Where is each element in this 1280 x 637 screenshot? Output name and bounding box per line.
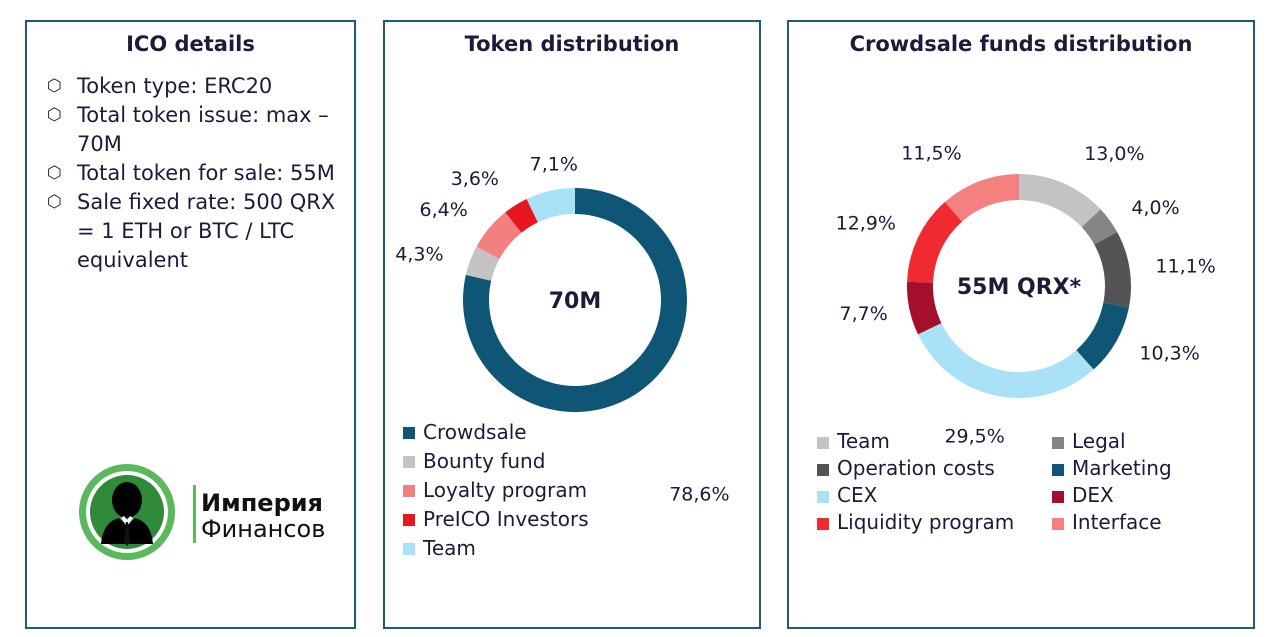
legend-label: Team (423, 536, 476, 560)
legend-item: DEX (1052, 482, 1247, 509)
donut-slice-interface (944, 174, 1019, 222)
slice-value-label: 78,6% (669, 483, 729, 505)
slice-value-label: 11,1% (1155, 255, 1215, 277)
legend-label: Liquidity program (837, 510, 1015, 534)
legend-item: Team (817, 428, 1052, 455)
legend-label: Marketing (1072, 456, 1172, 480)
legend-label: Legal (1072, 429, 1126, 453)
legend-item: Bounty fund (403, 447, 589, 476)
hexagon-bullet-icon: ⬡ (47, 76, 62, 96)
ico-detail-text: Total token for sale: 55M (77, 161, 335, 185)
slice-value-label: 7,1% (530, 153, 578, 175)
legend-swatch (403, 427, 415, 439)
legend-swatch (1052, 491, 1064, 503)
donut-center-label: 70M (549, 289, 602, 314)
slice-value-label: 4,3% (395, 243, 443, 265)
logo-divider (193, 485, 196, 543)
ico-details-title: ICO details (126, 32, 255, 56)
slice-value-label: 11,5% (901, 143, 961, 165)
crowdsale-funds-chart: 13,0% 4,0% 11,1% 10,3% 29,5% 7,7% 12,9% 11,5% 55… (836, 143, 1216, 448)
ico-details-panel: ICO details ⬡ Token type: ERC20 ⬡ Total tok… (25, 20, 356, 629)
slice-value-label: 29,5% (944, 425, 1004, 447)
slice-value-label: 3,6% (451, 168, 499, 190)
legend-label: PreICO Investors (423, 507, 589, 531)
legend-swatch (1052, 518, 1064, 530)
legend-swatch (403, 543, 415, 555)
donut-slice-legal (1081, 209, 1118, 245)
legend-label: Operation costs (837, 456, 995, 480)
donut-slice-dex (907, 281, 942, 335)
logo: Империя Финансов (77, 462, 337, 562)
donut-slice-marketing (1076, 302, 1129, 370)
legend-label: Bounty fund (423, 449, 546, 473)
legend-label: CEX (837, 483, 878, 507)
donut-slice-preico-investors (505, 198, 538, 233)
token-distribution-panel: Token distribution 78,6% 4,3% 6,4% 3,6% 7,1%… (383, 20, 761, 629)
crowdsale-funds-legend: Team Legal Operation costs Marketing CEX DEX L… (817, 428, 1247, 536)
logo-emblem-icon (79, 464, 175, 560)
legend-item: Marketing (1052, 455, 1247, 482)
legend-swatch (817, 518, 829, 530)
legend-swatch (403, 514, 415, 526)
donut-slice-operation-costs (1094, 232, 1131, 308)
legend-swatch (403, 456, 415, 468)
legend-swatch (403, 485, 415, 497)
donut-center-label: 55M QRX* (957, 275, 1082, 300)
legend-item: CEX (817, 482, 1052, 509)
legend-item: Team (403, 534, 589, 563)
legend-item: Liquidity program (817, 509, 1052, 536)
ico-detail-item: ⬡ Token type: ERC20 (45, 72, 344, 101)
donut-slice-team (1019, 174, 1101, 228)
legend-item: Operation costs (817, 455, 1052, 482)
donut-slice-liquidity-program (907, 201, 963, 283)
slice-value-label: 13,0% (1084, 143, 1144, 165)
token-distribution-title: Token distribution (464, 32, 680, 56)
slice-value-label: 7,7% (840, 303, 888, 325)
ico-detail-item: ⬡ Sale fixed rate: 500 QRX = 1 ETH or BTC… (45, 188, 344, 275)
slice-value-label: 10,3% (1139, 342, 1199, 364)
logo-line-1: Империя (201, 489, 323, 517)
legend-item: Interface (1052, 509, 1247, 536)
slice-value-label: 4,0% (1131, 197, 1179, 219)
hexagon-bullet-icon: ⬡ (47, 192, 62, 212)
legend-item: Legal (1052, 428, 1247, 455)
legend-swatch (1052, 437, 1064, 449)
slice-value-label: 12,9% (836, 213, 896, 235)
legend-item: Crowdsale (403, 418, 589, 447)
legend-label: Loyalty program (423, 478, 588, 502)
legend-swatch (817, 437, 829, 449)
ico-detail-item: ⬡ Total token for sale: 55M (45, 159, 344, 188)
legend-item: PreICO Investors (403, 505, 589, 534)
crowdsale-funds-title: Crowdsale funds distribution (849, 32, 1193, 56)
donut-slice-cex (917, 323, 1094, 398)
crowdsale-funds-panel: Crowdsale funds distribution 13,0% 4,0% 11… (787, 20, 1255, 629)
logo-text: Империя Финансов (201, 490, 325, 542)
donut-slice-loyalty-program (476, 212, 522, 260)
ico-detail-text: Sale fixed rate: 500 QRX = 1 ETH or BTC … (77, 190, 336, 272)
ico-details-list: ⬡ Token type: ERC20 ⬡ Total token issue: ma… (45, 72, 344, 275)
legend-swatch (1052, 464, 1064, 476)
ico-detail-text: Token type: ERC20 (77, 74, 273, 98)
ico-detail-text: Total token issue: max – 70M (77, 103, 329, 156)
legend-label: Crowdsale (423, 420, 527, 444)
donut-slice-bounty-fund (465, 246, 500, 281)
legend-label: Team (837, 429, 890, 453)
legend-swatch (817, 464, 829, 476)
token-distribution-legend: Crowdsale Bounty fund Loyalty program PreIC… (403, 418, 589, 563)
slice-value-label: 6,4% (420, 199, 468, 221)
legend-item: Loyalty program (403, 476, 589, 505)
legend-swatch (817, 491, 829, 503)
token-distribution-chart: 78,6% 4,3% 6,4% 3,6% 7,1% 70M (395, 153, 729, 505)
hexagon-bullet-icon: ⬡ (47, 163, 62, 183)
logo-line-2: Финансов (201, 515, 326, 543)
legend-label: DEX (1072, 483, 1114, 507)
donut-slice-team (526, 188, 575, 223)
hexagon-bullet-icon: ⬡ (47, 105, 62, 125)
ico-detail-item: ⬡ Total token issue: max – 70M (45, 101, 344, 159)
legend-label: Interface (1072, 510, 1162, 534)
